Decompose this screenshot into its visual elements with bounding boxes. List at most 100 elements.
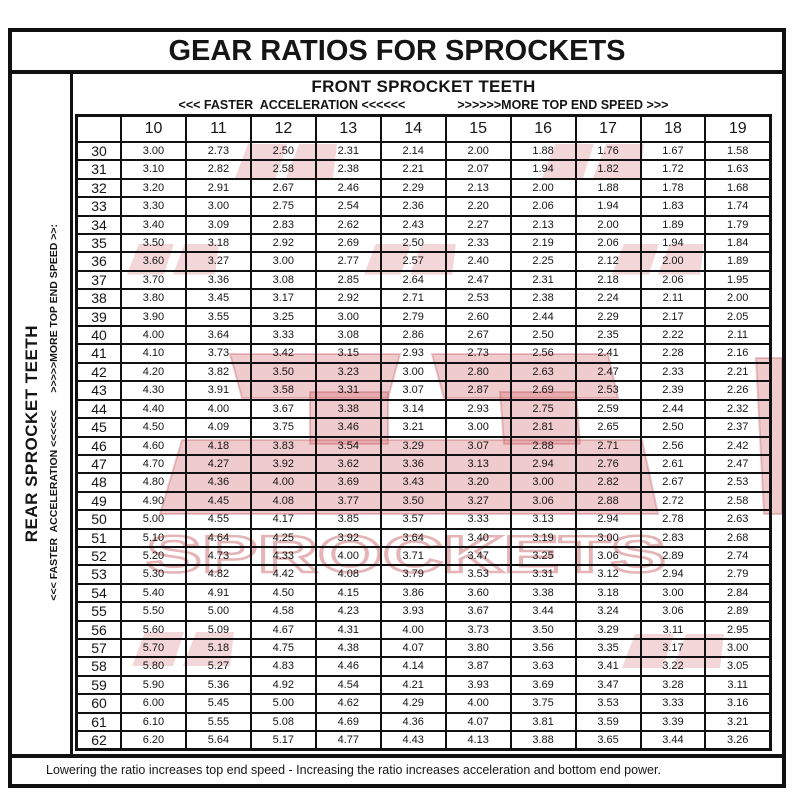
rear-teeth-header: 46 — [75, 435, 122, 456]
ratio-cell: 3.91 — [184, 380, 252, 401]
ratio-cell: 5.55 — [184, 711, 252, 733]
ratio-cell: 2.94 — [574, 509, 642, 530]
ratio-cell: 3.20 — [444, 472, 512, 493]
rear-teeth-header: 32 — [75, 177, 122, 199]
ratio-cell: 1.89 — [704, 251, 772, 272]
rear-teeth-header: 33 — [75, 196, 122, 217]
ratio-cell: 2.00 — [639, 251, 707, 272]
ratio-cell: 3.41 — [574, 656, 642, 677]
rear-teeth-header: 43 — [75, 380, 122, 401]
ratio-cell: 4.18 — [184, 435, 252, 456]
ratio-cell: 4.40 — [120, 398, 187, 420]
faster-acceleration-label: <<< FASTER ACCELERATION <<<<<< — [178, 98, 406, 112]
ratio-cell: 3.69 — [509, 674, 577, 696]
rear-teeth-header: 36 — [75, 251, 122, 272]
ratio-row: 57 5.70 5.18 4.75 4.38 4.07 3.80 3.56 3.35 3.17 3.… — [75, 637, 772, 659]
ratio-cell: 2.06 — [509, 196, 577, 217]
ratio-cell: 2.91 — [184, 177, 252, 199]
ratio-row: 45 4.50 4.09 3.75 3.46 3.21 3.00 2.81 2.65 2.50 2.… — [75, 417, 772, 438]
ratio-cell: 5.80 — [120, 656, 187, 677]
ratio-cell: 2.13 — [509, 214, 577, 236]
ratio-cell: 3.00 — [314, 306, 382, 328]
ratio-cell: 4.80 — [120, 472, 187, 493]
front-teeth-header: 19 — [704, 114, 772, 143]
ratio-cell: 3.90 — [120, 306, 187, 328]
ratio-cell: 3.00 — [444, 417, 512, 438]
ratio-cell: 3.31 — [314, 380, 382, 401]
ratio-cell: 3.65 — [574, 730, 642, 751]
ratio-cell: 2.62 — [314, 214, 382, 236]
ratio-cell: 2.33 — [639, 361, 707, 383]
ratio-cell: 2.84 — [704, 582, 772, 604]
ratio-cell: 2.83 — [639, 527, 707, 548]
front-teeth-header: 16 — [509, 114, 577, 143]
ratio-cell: 2.11 — [704, 325, 772, 346]
ratio-cell: 1.58 — [704, 140, 772, 162]
ratio-cell: 1.82 — [574, 159, 642, 180]
ratio-cell: 2.94 — [509, 453, 577, 475]
ratio-cell: 4.00 — [249, 472, 317, 493]
front-teeth-header: 11 — [184, 114, 252, 143]
ratio-cell: 3.38 — [314, 398, 382, 420]
ratio-cell: 3.09 — [184, 214, 252, 236]
page-title: GEAR RATIOS FOR SPROCKETS — [12, 32, 782, 74]
ratio-cell: 2.71 — [574, 435, 642, 456]
ratio-row: 43 4.30 3.91 3.58 3.31 3.07 2.87 2.69 2.53 2.39 2.… — [75, 380, 772, 401]
ratio-cell: 1.68 — [704, 177, 772, 199]
ratio-cell: 3.07 — [379, 380, 447, 401]
ratio-cell: 3.22 — [639, 656, 707, 677]
ratio-row: 40 4.00 3.64 3.33 3.08 2.86 2.67 2.50 2.35 2.22 2.… — [75, 325, 772, 346]
ratio-cell: 1.79 — [704, 214, 772, 236]
ratio-cell: 5.40 — [120, 582, 187, 604]
ratio-cell: 2.40 — [444, 251, 512, 272]
ratio-cell: 3.11 — [704, 674, 772, 696]
ratio-cell: 3.16 — [704, 693, 772, 714]
ratio-cell: 3.54 — [314, 435, 382, 456]
ratio-cell: 5.00 — [184, 601, 252, 622]
ratio-cell: 3.27 — [184, 251, 252, 272]
ratio-cell: 2.93 — [379, 343, 447, 364]
rear-axis-direction-label: <<< FASTER ACCELERATION <<<<<< >>>>>MORE… — [48, 224, 60, 601]
ratio-row: 58 5.80 5.27 4.83 4.46 4.14 3.87 3.63 3.41 3.22 3.… — [75, 656, 772, 677]
ratio-cell: 1.67 — [639, 140, 707, 162]
ratio-cell: 2.86 — [379, 325, 447, 346]
ratio-cell: 2.67 — [639, 472, 707, 493]
ratio-cell: 2.71 — [379, 288, 447, 309]
ratio-cell: 3.44 — [639, 730, 707, 751]
ratio-cell: 2.14 — [379, 140, 447, 162]
ratio-cell: 3.63 — [509, 656, 577, 677]
ratio-row: 62 6.20 5.64 5.17 4.77 4.43 4.13 3.88 3.65 3.44 3.… — [75, 730, 772, 751]
outer-frame: SPROCKETS GEAR RATIOS FOR SPROCKETS <<< … — [8, 28, 786, 788]
ratio-cell: 3.53 — [574, 693, 642, 714]
ratio-cell: 3.13 — [509, 509, 577, 530]
ratio-cell: 1.72 — [639, 159, 707, 180]
ratio-cell: 2.36 — [379, 196, 447, 217]
ratio-row: 39 3.90 3.55 3.25 3.00 2.79 2.60 2.44 2.29 2.17 2.… — [75, 306, 772, 328]
ratio-cell: 1.84 — [704, 233, 772, 254]
front-teeth-header-row: 10 11 12 13 14 15 16 17 18 19 — [75, 114, 772, 143]
ratio-cell: 2.50 — [249, 140, 317, 162]
ratio-cell: 2.44 — [509, 306, 577, 328]
ratio-cell: 3.33 — [249, 325, 317, 346]
ratio-cell: 3.00 — [574, 527, 642, 548]
ratio-cell: 4.08 — [314, 564, 382, 585]
ratio-cell: 4.09 — [184, 417, 252, 438]
ratio-cell: 4.50 — [120, 417, 187, 438]
ratio-cell: 4.15 — [314, 582, 382, 604]
ratio-cell: 2.32 — [704, 398, 772, 420]
ratio-cell: 2.42 — [704, 435, 772, 456]
ratio-cell: 2.79 — [379, 306, 447, 328]
rear-teeth-header: 58 — [75, 656, 122, 677]
ratio-cell: 3.14 — [379, 398, 447, 420]
ratio-cell: 4.64 — [184, 527, 252, 548]
ratio-cell: 3.50 — [379, 490, 447, 512]
ratio-cell: 4.07 — [444, 711, 512, 733]
ratio-cell: 1.94 — [639, 233, 707, 254]
ratio-row: 44 4.40 4.00 3.67 3.38 3.14 2.93 2.75 2.59 2.44 2.… — [75, 398, 772, 420]
ratio-row: 49 4.90 4.45 4.08 3.77 3.50 3.27 3.06 2.88 2.72 2.… — [75, 490, 772, 512]
ratio-cell: 2.29 — [574, 306, 642, 328]
ratio-cell: 5.36 — [184, 674, 252, 696]
ratio-cell: 5.30 — [120, 564, 187, 585]
ratio-cell: 2.83 — [249, 214, 317, 236]
rear-teeth-header: 55 — [75, 601, 122, 622]
